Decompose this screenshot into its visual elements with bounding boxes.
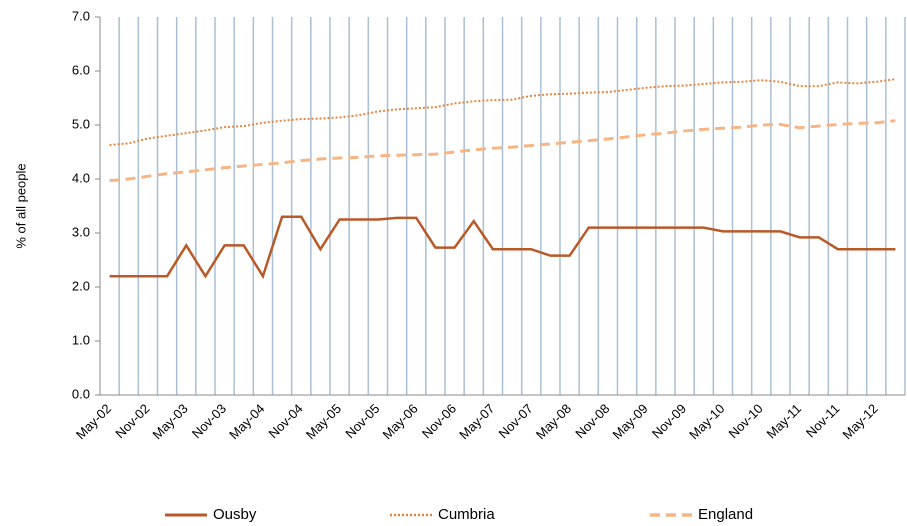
x-tick-label: May-04 — [226, 401, 267, 442]
y-tick-label: 6.0 — [72, 62, 90, 77]
x-tick-label: Nov-07 — [496, 401, 536, 441]
legend-label: Cumbria — [438, 506, 495, 523]
y-tick-label: 7.0 — [72, 8, 90, 23]
x-tick-label: Nov-08 — [572, 401, 612, 441]
x-tick-label: May-02 — [73, 401, 114, 442]
x-tick-label: May-05 — [303, 401, 344, 442]
x-tick-label: May-07 — [456, 401, 497, 442]
x-tick-label: Nov-03 — [189, 401, 229, 441]
y-tick-label: 1.0 — [72, 332, 90, 347]
y-tick-label: 2.0 — [72, 278, 90, 293]
x-tick-label: May-09 — [610, 401, 651, 442]
x-tick-label: May-03 — [150, 401, 191, 442]
y-tick-label: 4.0 — [72, 170, 90, 185]
x-tick-label: May-12 — [840, 401, 881, 442]
legend-label: England — [698, 506, 753, 523]
line-series — [109, 78, 896, 146]
x-tick-label: Nov-10 — [726, 401, 766, 441]
line-series — [109, 119, 896, 183]
x-tick-label: May-06 — [380, 401, 421, 442]
x-tick-label: Nov-02 — [112, 401, 152, 441]
y-axis-label: % of all people — [13, 163, 28, 248]
x-tick-label: May-10 — [686, 401, 727, 442]
y-tick-label: 3.0 — [72, 224, 90, 239]
y-tick-label: 0.0 — [72, 386, 90, 401]
x-tick-label: Nov-09 — [649, 401, 689, 441]
x-tick-label: May-11 — [764, 401, 805, 442]
y-tick-label: 5.0 — [72, 116, 90, 131]
x-tick-label: Nov-05 — [342, 401, 382, 441]
x-tick-label: Nov-06 — [419, 401, 459, 441]
x-tick-label: May-08 — [533, 401, 574, 442]
line-series — [109, 215, 896, 280]
x-tick-label: Nov-04 — [266, 401, 306, 441]
legend-label: Ousby — [213, 506, 257, 523]
x-tick-label: Nov-11 — [803, 401, 843, 441]
